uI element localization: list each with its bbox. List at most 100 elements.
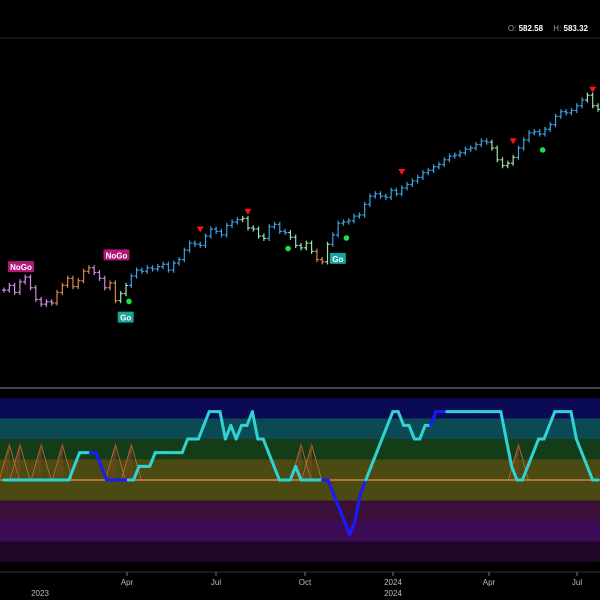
oscillator-segment [326,478,335,496]
price-bar [155,264,161,272]
price-bar [198,241,203,249]
volume-cone-hatch [54,444,63,481]
price-bar [272,221,277,230]
price-bar [192,240,198,247]
x-year-label: 2023 [31,589,49,598]
price-bar [86,265,92,274]
price-bar [484,138,489,145]
price-bar [415,174,420,184]
nogo-label-box [8,261,34,273]
high-label: H: [553,24,562,33]
price-bar [224,222,229,238]
price-bar [240,215,245,223]
price-bar [97,269,102,281]
go-label-text: Go [332,255,343,264]
oscillator-segment [223,423,233,441]
oscillator-band [0,521,600,542]
oscillator-segment [348,519,357,537]
price-bar [404,181,410,191]
oscillator-band [0,398,600,419]
x-tick-label: Oct [299,578,312,587]
price-bar [521,137,526,151]
price-bar [70,275,76,290]
price-bar [436,161,442,170]
price-bar [420,170,426,180]
oscillator-band [0,480,600,501]
volume-cone-hatch [510,444,519,481]
oscillator-segment [234,423,244,441]
oscillator-segment [67,464,76,482]
volume-cone-hatch [12,444,21,481]
price-bar [351,213,357,224]
go-dot [343,235,350,241]
oscillator-segment [385,410,395,427]
oscillator-segment [526,451,535,468]
oscillator-segment [261,437,271,455]
price-bar [314,248,320,263]
nogo-label-text: NoGo [106,251,128,260]
oscillator-segment [288,464,298,482]
oscillator-segment [520,464,530,482]
nogo-triangle [589,86,597,93]
open-label: O: [507,24,517,33]
price-bar [548,121,553,132]
x-tick-label: Jul [211,578,221,587]
price-bar [102,275,107,291]
oscillator-segment [250,410,260,441]
price-bar [357,212,362,219]
price-bar [166,261,171,273]
volume-cone-hatch [126,444,132,481]
volume-cone-hatch [306,444,312,481]
price-bar [182,247,187,263]
price-bar [107,280,113,291]
price-bar [426,167,431,176]
volume-cone-hatch [33,444,42,481]
price-bar [1,287,7,293]
volume-cone-hatch [1,444,10,481]
price-bar [489,139,495,151]
price-bar [373,191,378,199]
oscillator-segment [99,464,109,482]
price-bar [447,153,452,163]
price-bar [532,129,537,136]
oscillator-segment [202,410,211,427]
price-bar [256,226,261,239]
volume-cone-hatch [293,444,302,481]
open-value: 582.58 [518,24,544,33]
price-bar [569,107,574,116]
price-bar [325,241,330,265]
price-bar [17,279,23,296]
oscillator-segment [569,410,578,441]
price-bar [505,160,511,169]
oscillator-segment [407,423,416,441]
price-bar [219,228,224,238]
high-value: 583.32 [563,24,588,33]
oscillator-segment [72,451,82,468]
price-bar [320,256,325,265]
price-bar [579,97,585,109]
price-bar [129,273,134,288]
volume-cone-hatch [515,444,519,481]
price-bar [510,154,516,166]
nogo-label-text: NoGo [10,263,32,272]
oscillator-segment [148,451,157,468]
oscillator-segment [547,410,557,427]
oscillator-segment [375,437,384,455]
oscillator-segment [94,451,103,468]
oscillator-segment [364,464,373,482]
go-dot [539,147,546,153]
price-bar [113,280,118,304]
price-bar [38,296,44,307]
oscillator-segment [229,423,238,441]
oscillator-segment [331,492,341,509]
oscillator-segment [267,451,276,468]
volume-cone-hatch [38,444,42,481]
price-bar [213,226,219,234]
price-bar [134,267,139,279]
price-bar [235,217,240,225]
oscillator-segment [369,451,379,468]
price-bar [160,261,166,270]
price-bar [65,275,70,288]
x-tick-label: Jul [572,578,582,587]
price-bar [495,145,500,163]
